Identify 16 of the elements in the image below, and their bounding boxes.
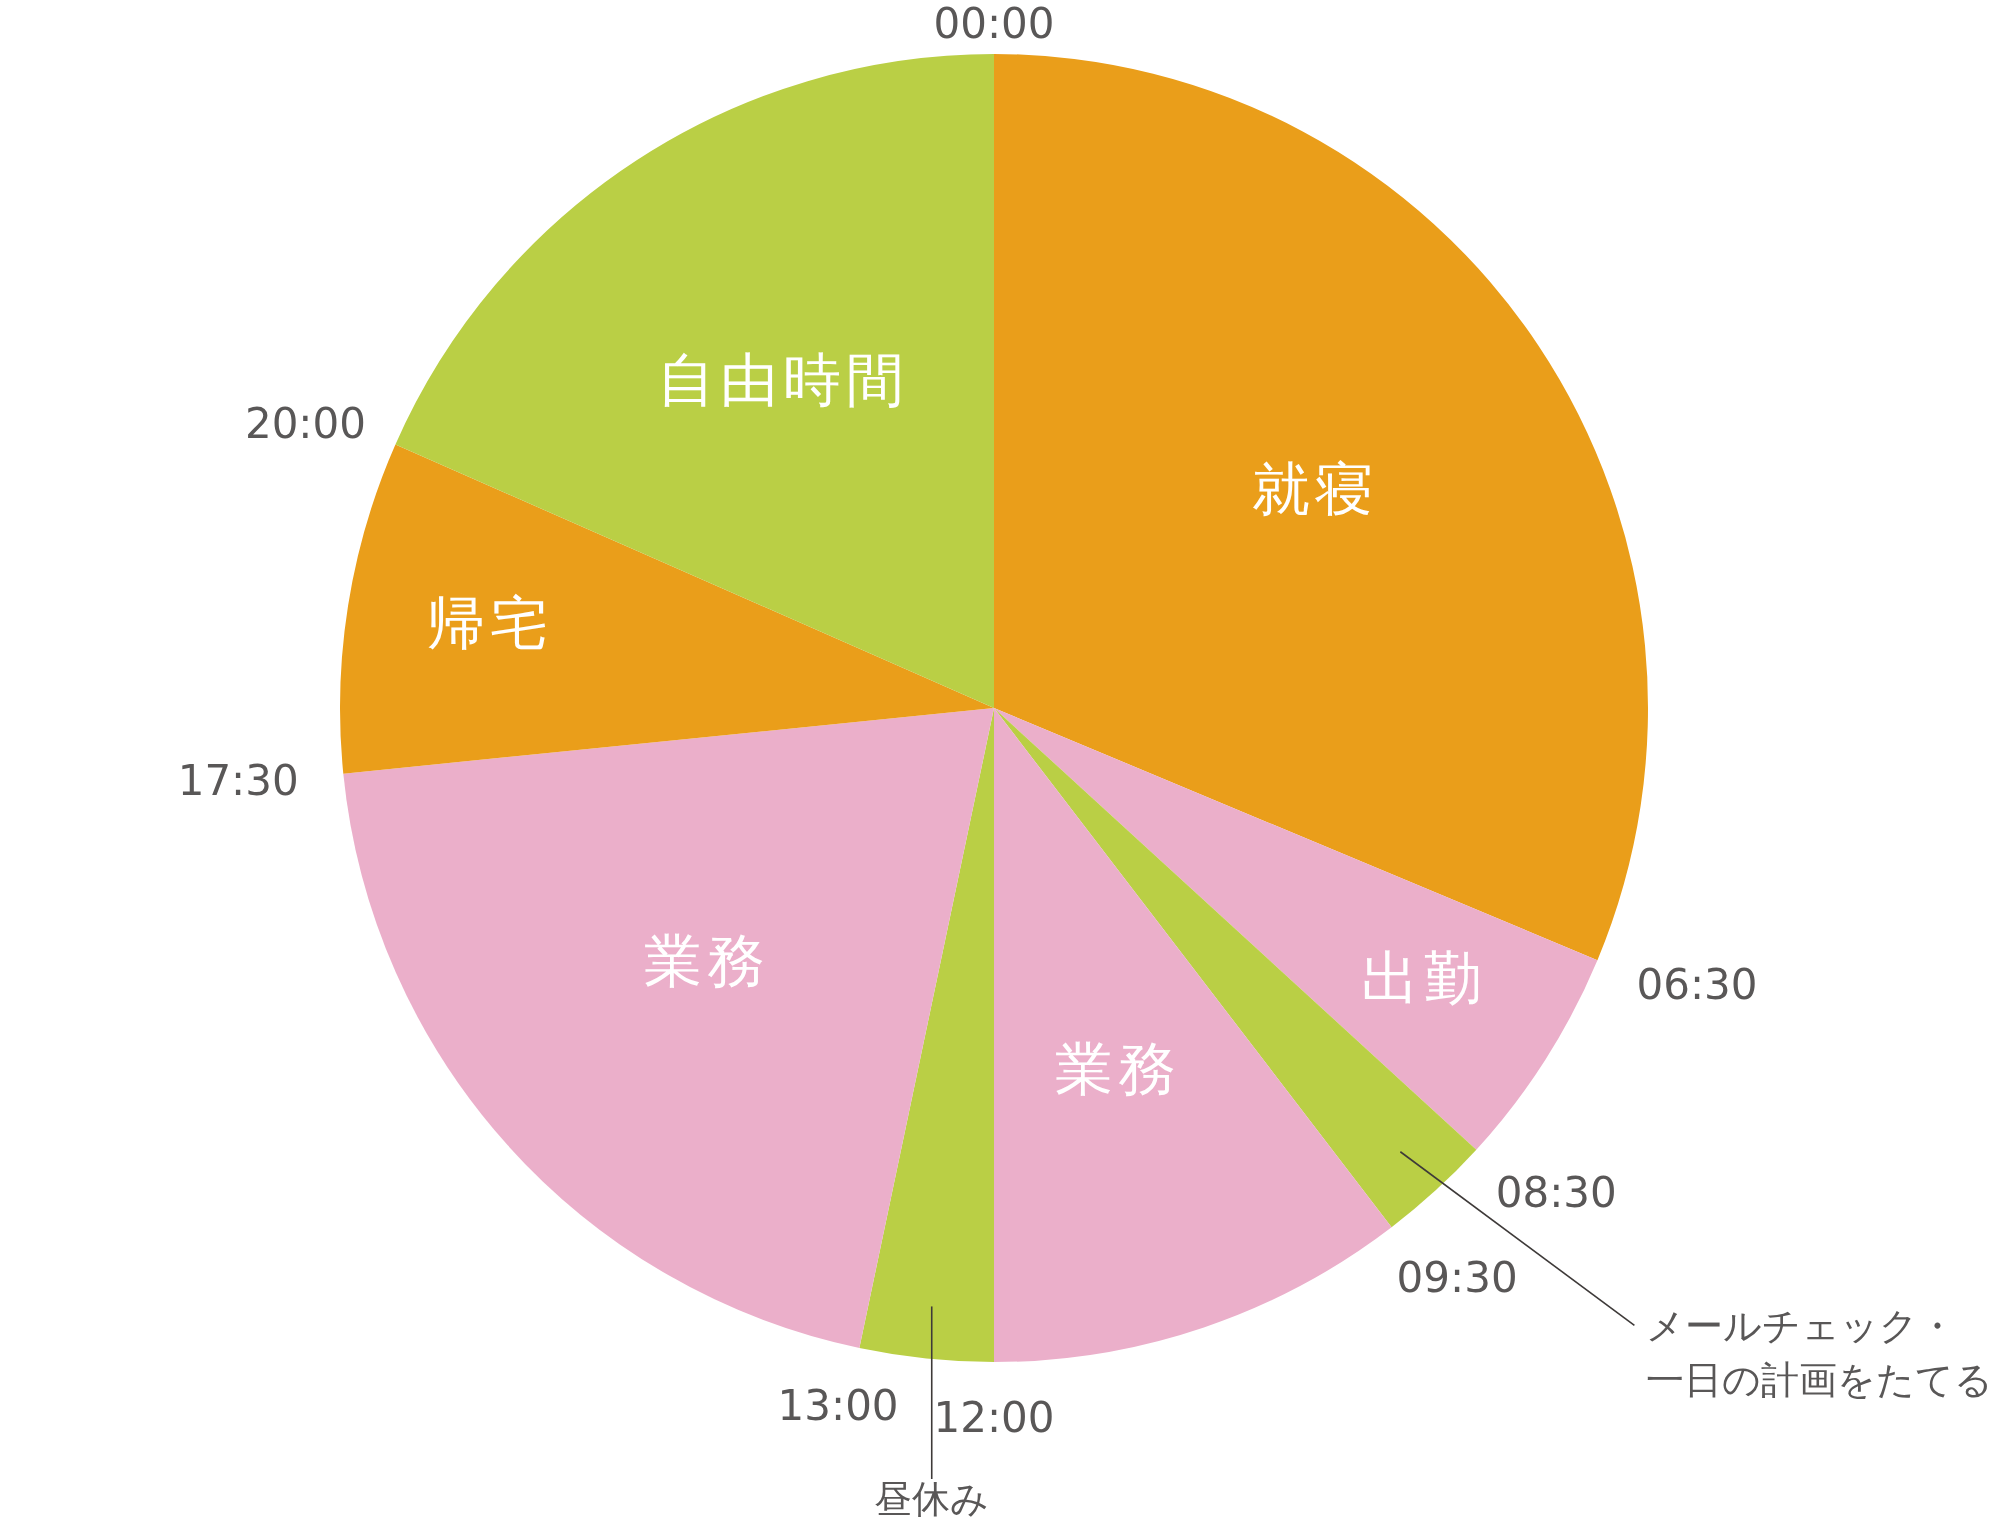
slice-label: 業務 — [643, 926, 770, 995]
text: 13:00 — [777, 1380, 899, 1430]
text: 09:30 — [1396, 1252, 1518, 1302]
slice-label: メールチェック・一日の計画をたてる — [1646, 1304, 1994, 1403]
text: 08:30 — [1495, 1168, 1617, 1218]
text: 12:00 — [933, 1393, 1055, 1442]
slice-label: 自由時間 — [657, 345, 910, 414]
slice-label: 昼休み — [874, 1476, 990, 1521]
text: 06:30 — [1636, 960, 1758, 1010]
slice-label: 就寝 — [1252, 455, 1379, 524]
slice-label: 帰宅 — [427, 589, 554, 658]
text: 20:00 — [244, 399, 366, 449]
text: 00:00 — [933, 0, 1055, 48]
text: 17:30 — [177, 755, 299, 805]
slice-label: 出勤 — [1360, 943, 1487, 1012]
slice-label: 業務 — [1054, 1034, 1181, 1103]
